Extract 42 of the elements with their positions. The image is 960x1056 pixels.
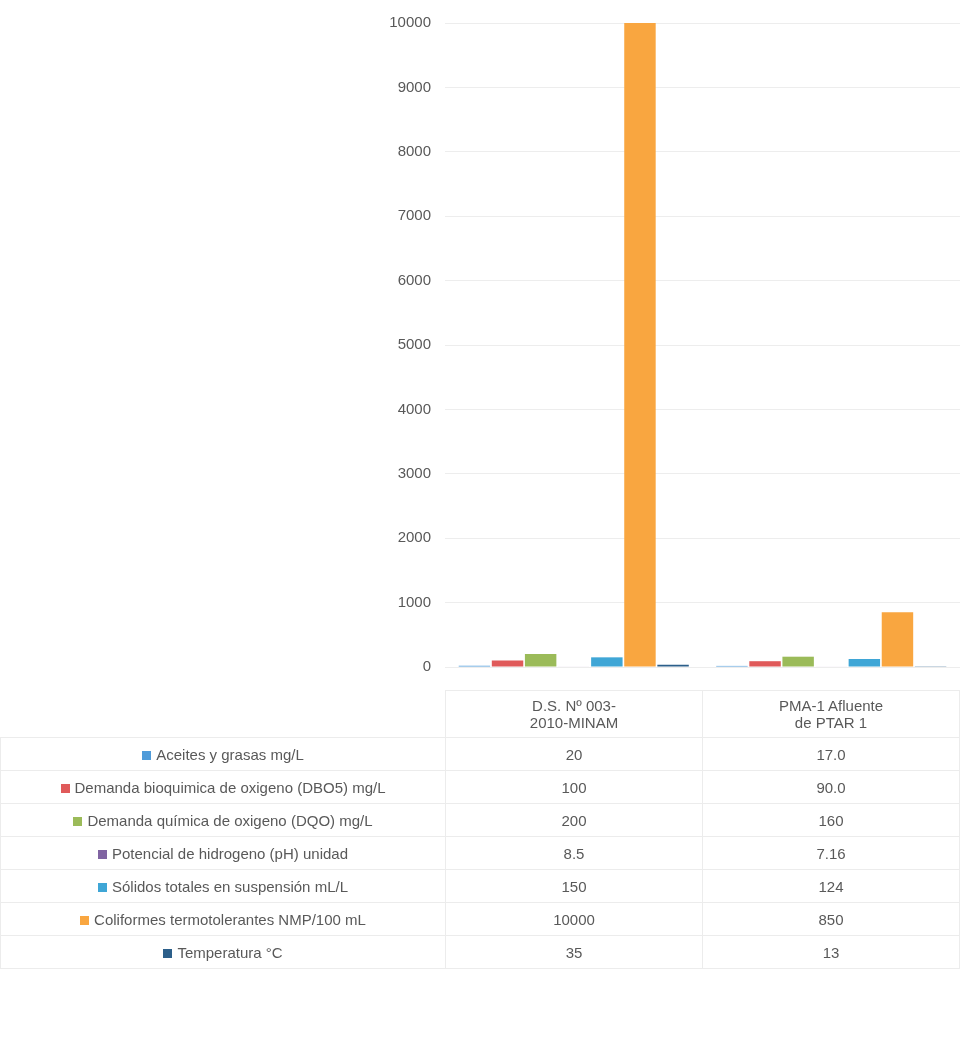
data-label: 850 [702, 902, 960, 936]
y-tick-label: 6000 [397, 270, 431, 288]
x-tick-label: D.S. Nº 003-2010-MINAM [445, 690, 703, 738]
legend-label: Temperatura °C [0, 935, 446, 969]
legend-label: Demanda química de oxigeno (DQO) mg/L [0, 803, 446, 837]
y-tick-label: 0 [422, 657, 431, 675]
bar [591, 657, 623, 667]
data-label: 8.5 [445, 836, 703, 870]
data-label: 13 [702, 935, 960, 969]
bar [881, 612, 914, 667]
bar [491, 660, 524, 667]
data-label: 90.0 [702, 770, 960, 804]
x-tick-label: PMA-1 Afluente de PTAR 1 [702, 690, 960, 738]
y-tick-label: 5000 [397, 335, 431, 353]
legend-label: Aceites y grasas mg/L [0, 737, 446, 771]
y-tick-label: 2000 [397, 528, 431, 546]
data-label: 10000 [445, 902, 703, 936]
bar [624, 23, 656, 667]
data-label: 35 [445, 935, 703, 969]
y-tick-label: 1000 [397, 592, 431, 610]
data-label: 150 [445, 869, 703, 903]
bar [848, 659, 881, 667]
data-label: 160 [702, 803, 960, 837]
legend-label: Sólidos totales en suspensión mL/L [0, 869, 446, 903]
y-tick-label: 10000 [389, 13, 431, 31]
y-tick-label: 9000 [397, 77, 431, 95]
data-label: 124 [702, 869, 960, 903]
data-label: 200 [445, 803, 703, 837]
legend-label: Potencial de hidrogeno (pH) unidad [0, 836, 446, 870]
data-label: 100 [445, 770, 703, 804]
legend-label: Coliformes termotolerantes NMP/100 mL [0, 902, 446, 936]
bar [782, 656, 814, 667]
data-label: 7.16 [702, 836, 960, 870]
y-tick-label: 7000 [397, 206, 431, 224]
bar [749, 661, 781, 667]
bar [524, 654, 557, 667]
y-tick-label: 3000 [397, 463, 431, 481]
data-label: 17.0 [702, 737, 960, 771]
data-label: 20 [445, 737, 703, 771]
y-tick-label: 4000 [397, 399, 431, 417]
y-tick-label: 8000 [397, 141, 431, 159]
legend-label: Demanda bioquimica de oxigeno (DBO5) mg/L [0, 770, 446, 804]
